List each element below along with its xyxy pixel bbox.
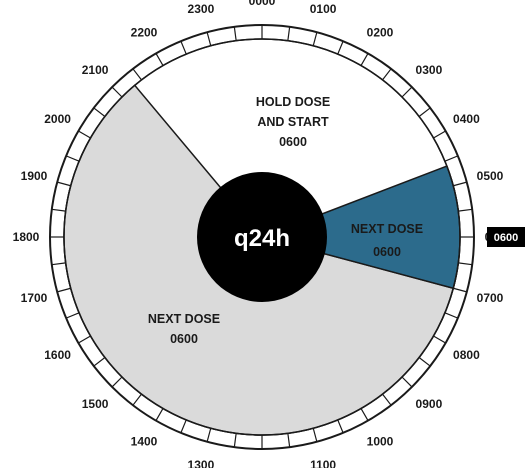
- hour-tick: [132, 393, 142, 406]
- hour-tick: [382, 393, 392, 406]
- hour-tick: [206, 32, 212, 46]
- hour-tick: [51, 208, 66, 212]
- hour-tick: [453, 181, 467, 187]
- hour-tick: [57, 181, 71, 187]
- next-dose-blue-line2: 0600: [373, 245, 401, 259]
- hour-label-0700: 0700: [477, 291, 504, 305]
- hour-label-0100: 0100: [310, 2, 337, 16]
- hour-label-2300: 2300: [188, 2, 215, 16]
- hour-tick: [458, 262, 473, 266]
- hour-tick: [444, 312, 459, 319]
- hour-tick: [444, 155, 459, 162]
- hour-label-1800: 1800: [13, 230, 40, 244]
- hour-label-0900: 0900: [416, 397, 443, 411]
- hour-tick: [401, 376, 413, 388]
- hour-label-1600: 1600: [44, 348, 71, 362]
- hour-label-0400: 0400: [453, 112, 480, 126]
- hour-tick: [206, 428, 212, 442]
- next-dose-blue-line1: NEXT DOSE: [351, 222, 423, 236]
- hour-tick: [93, 357, 106, 367]
- hold-dose-line3: 0600: [279, 135, 307, 149]
- highlight-badge-box: [487, 227, 525, 247]
- hour-label-0200: 0200: [367, 26, 394, 40]
- hour-label-1400: 1400: [131, 434, 158, 448]
- hour-tick: [418, 107, 431, 117]
- hour-tick: [418, 357, 431, 367]
- hour-label-2200: 2200: [131, 26, 158, 40]
- hour-tick: [111, 86, 123, 98]
- hour-tick: [93, 107, 106, 117]
- hour-label-0500: 0500: [477, 169, 504, 183]
- hour-tick: [78, 130, 91, 139]
- hour-tick: [65, 155, 80, 162]
- hour-tick: [433, 130, 446, 139]
- hour-tick: [337, 40, 344, 55]
- hour-label-1000: 1000: [367, 434, 394, 448]
- hour-tick: [382, 68, 392, 81]
- hour-tick: [155, 53, 164, 66]
- hour-label-1700: 1700: [21, 291, 48, 305]
- hour-label-1900: 1900: [21, 169, 48, 183]
- hour-tick: [51, 262, 66, 266]
- center-frequency-label: q24h: [234, 225, 290, 252]
- hour-tick: [180, 40, 187, 55]
- hour-tick: [233, 26, 237, 41]
- hour-tick: [458, 208, 473, 212]
- hour-label-0000: 0000: [249, 0, 276, 8]
- hour-tick: [132, 68, 142, 81]
- hour-label-1500: 1500: [82, 397, 109, 411]
- hour-tick: [312, 32, 318, 46]
- hour-tick: [180, 419, 187, 434]
- highlight-badge-label: 0600: [494, 232, 518, 244]
- hour-tick: [155, 408, 164, 421]
- hold-dose-line1: HOLD DOSE: [256, 95, 330, 109]
- hour-tick: [287, 26, 291, 41]
- hour-tick: [453, 287, 467, 293]
- hour-label-2100: 2100: [82, 63, 109, 77]
- hour-label-1100: 1100: [310, 458, 336, 468]
- hour-label-2000: 2000: [44, 112, 71, 126]
- hour-tick: [78, 335, 91, 344]
- hour-label-1200: 1200: [249, 466, 276, 468]
- hour-tick: [111, 376, 123, 388]
- hour-tick: [57, 287, 71, 293]
- hour-label-0300: 0300: [416, 63, 443, 77]
- hour-tick: [433, 335, 446, 344]
- hour-tick: [65, 312, 80, 319]
- hour-label-0800: 0800: [453, 348, 480, 362]
- dial-face-outline: [63, 38, 461, 436]
- hour-tick: [233, 433, 237, 448]
- hour-tick: [360, 408, 369, 421]
- hour-label-1300: 1300: [188, 458, 215, 468]
- hold-dose-line2: AND START: [257, 115, 329, 129]
- hour-ticks: [50, 25, 474, 449]
- center-disc: [197, 172, 327, 302]
- hour-tick: [312, 428, 318, 442]
- next-dose-grey-line1: NEXT DOSE: [148, 312, 220, 326]
- hour-tick: [287, 433, 291, 448]
- hour-tick: [337, 419, 344, 434]
- hour-tick: [360, 53, 369, 66]
- hour-tick: [401, 86, 413, 98]
- next-dose-grey-line2: 0600: [170, 332, 198, 346]
